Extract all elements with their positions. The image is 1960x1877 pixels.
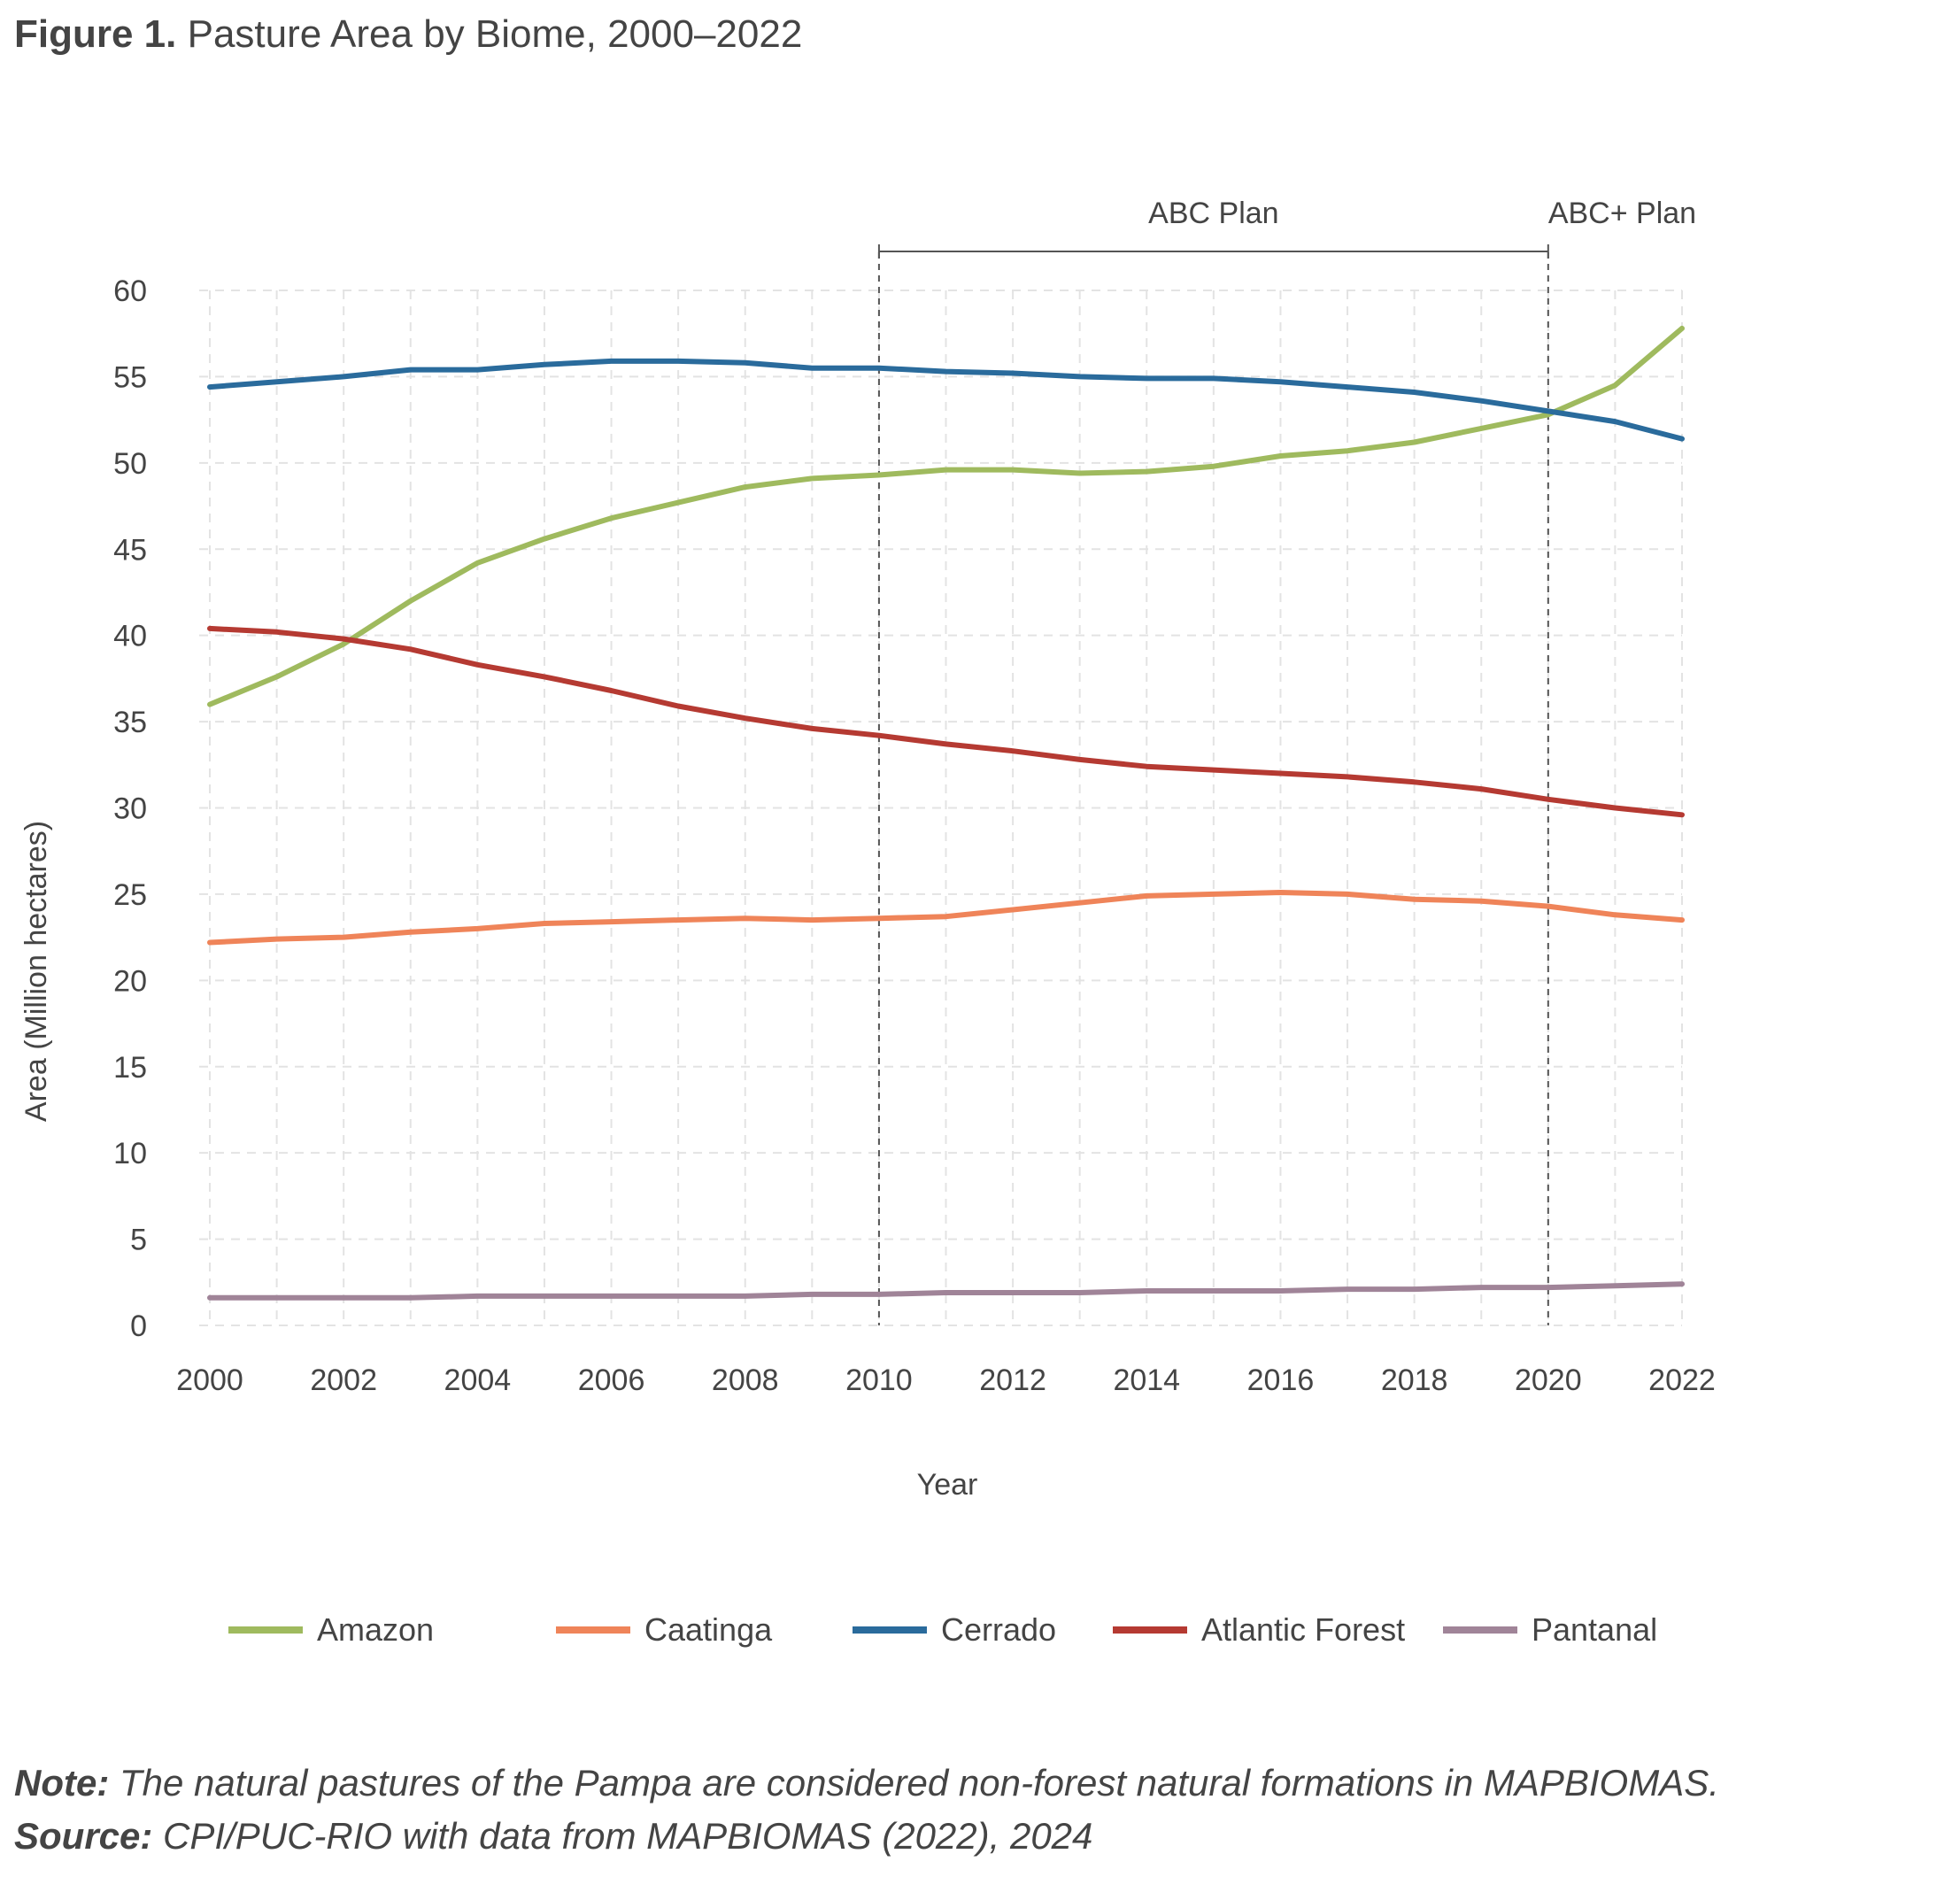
chart-note: Note: The natural pastures of the Pampa … bbox=[14, 1762, 1719, 1804]
x-tick-label: 2010 bbox=[845, 1363, 913, 1397]
legend-label: Atlantic Forest bbox=[1201, 1611, 1406, 1648]
x-tick-label: 2006 bbox=[578, 1363, 645, 1397]
legend-item-caatinga: Caatinga bbox=[556, 1611, 772, 1649]
legend-swatch bbox=[1113, 1626, 1187, 1634]
series-line-amazon bbox=[207, 325, 1685, 707]
y-tick-labels: 0 5 10 15 20 25 30 35 40 45 50 55 60 bbox=[113, 274, 147, 1343]
y-tick-label: 60 bbox=[113, 274, 147, 308]
legend-item-cerrado: Cerrado bbox=[853, 1611, 1056, 1649]
note-text: The natural pastures of the Pampa are co… bbox=[120, 1762, 1719, 1804]
x-tick-label: 2020 bbox=[1515, 1363, 1582, 1397]
legend-swatch bbox=[853, 1626, 927, 1634]
legend-swatch bbox=[228, 1626, 303, 1634]
figure-title-text: Pasture Area by Biome, 2000–2022 bbox=[187, 12, 803, 56]
x-tick-label: 2022 bbox=[1648, 1363, 1716, 1397]
legend-item-amazon: Amazon bbox=[228, 1611, 434, 1649]
plan-label: ABC Plan bbox=[1148, 197, 1278, 230]
x-axis-label: Year bbox=[917, 1468, 978, 1502]
y-tick-label: 55 bbox=[113, 360, 147, 394]
x-tick-label: 2002 bbox=[310, 1363, 377, 1397]
x-tick-label: 2004 bbox=[444, 1363, 512, 1397]
y-tick-label: 20 bbox=[113, 964, 147, 998]
legend-label: Pantanal bbox=[1532, 1611, 1658, 1648]
y-tick-label: 40 bbox=[113, 620, 147, 653]
x-tick-labels: 2000 2002 2004 2006 2008 2010 2012 2014 2016 2018… bbox=[176, 1363, 1716, 1397]
y-tick-label: 35 bbox=[113, 706, 147, 739]
x-tick-label: 2016 bbox=[1247, 1363, 1315, 1397]
x-tick-label: 2008 bbox=[712, 1363, 779, 1397]
x-tick-label: 2018 bbox=[1381, 1363, 1448, 1397]
chart-source: Source: CPI/PUC-RIO with data from MAPBI… bbox=[14, 1815, 1092, 1858]
y-tick-label: 0 bbox=[130, 1309, 147, 1343]
y-tick-label: 10 bbox=[113, 1137, 147, 1170]
line-chart: ABC Plan ABC+ Plan 0 5 10 15 20 25 30 35 40 45 50 55… bbox=[19, 197, 1716, 1502]
plan-divider-lines bbox=[877, 252, 1549, 1325]
y-tick-label: 5 bbox=[130, 1224, 147, 1257]
y-tick-label: 30 bbox=[113, 792, 147, 826]
legend-item-pantanal: Pantanal bbox=[1443, 1611, 1657, 1649]
x-tick-label: 2014 bbox=[1113, 1363, 1180, 1397]
y-tick-label: 25 bbox=[113, 878, 147, 912]
figure-label: Figure 1. bbox=[14, 12, 177, 56]
legend-label: Amazon bbox=[317, 1611, 435, 1648]
plan-annotations: ABC Plan ABC+ Plan bbox=[877, 197, 1696, 259]
note-label: Note: bbox=[14, 1762, 110, 1804]
series-line-atlantic-forest bbox=[207, 625, 1685, 818]
legend-label: Caatinga bbox=[644, 1611, 773, 1648]
legend-swatch bbox=[556, 1626, 630, 1634]
legend-label: Cerrado bbox=[941, 1611, 1057, 1648]
y-axis-label: Area (Million hectares) bbox=[19, 821, 53, 1122]
series-line-caatinga bbox=[207, 890, 1685, 946]
grid-lines bbox=[199, 290, 1683, 1326]
legend-item-atlantic-forest: Atlantic Forest bbox=[1113, 1611, 1405, 1649]
y-tick-label: 50 bbox=[113, 447, 147, 481]
y-tick-label: 45 bbox=[113, 533, 147, 567]
x-tick-label: 2000 bbox=[176, 1363, 243, 1397]
figure-title: Figure 1. Pasture Area by Biome, 2000–20… bbox=[14, 12, 802, 57]
y-tick-label: 15 bbox=[113, 1051, 147, 1085]
source-label: Source: bbox=[14, 1815, 153, 1857]
legend-swatch bbox=[1443, 1626, 1517, 1634]
series-line-pantanal bbox=[207, 1281, 1685, 1301]
x-tick-label: 2012 bbox=[979, 1363, 1046, 1397]
plan-label: ABC+ Plan bbox=[1548, 197, 1696, 230]
source-text: CPI/PUC-RIO with data from MAPBIOMAS (20… bbox=[163, 1815, 1093, 1857]
series-line-cerrado bbox=[207, 358, 1685, 442]
series-lines bbox=[207, 325, 1685, 1301]
chart-legend: Amazon Caatinga Cerrado Atlantic Forest Pant… bbox=[0, 1611, 1960, 1665]
